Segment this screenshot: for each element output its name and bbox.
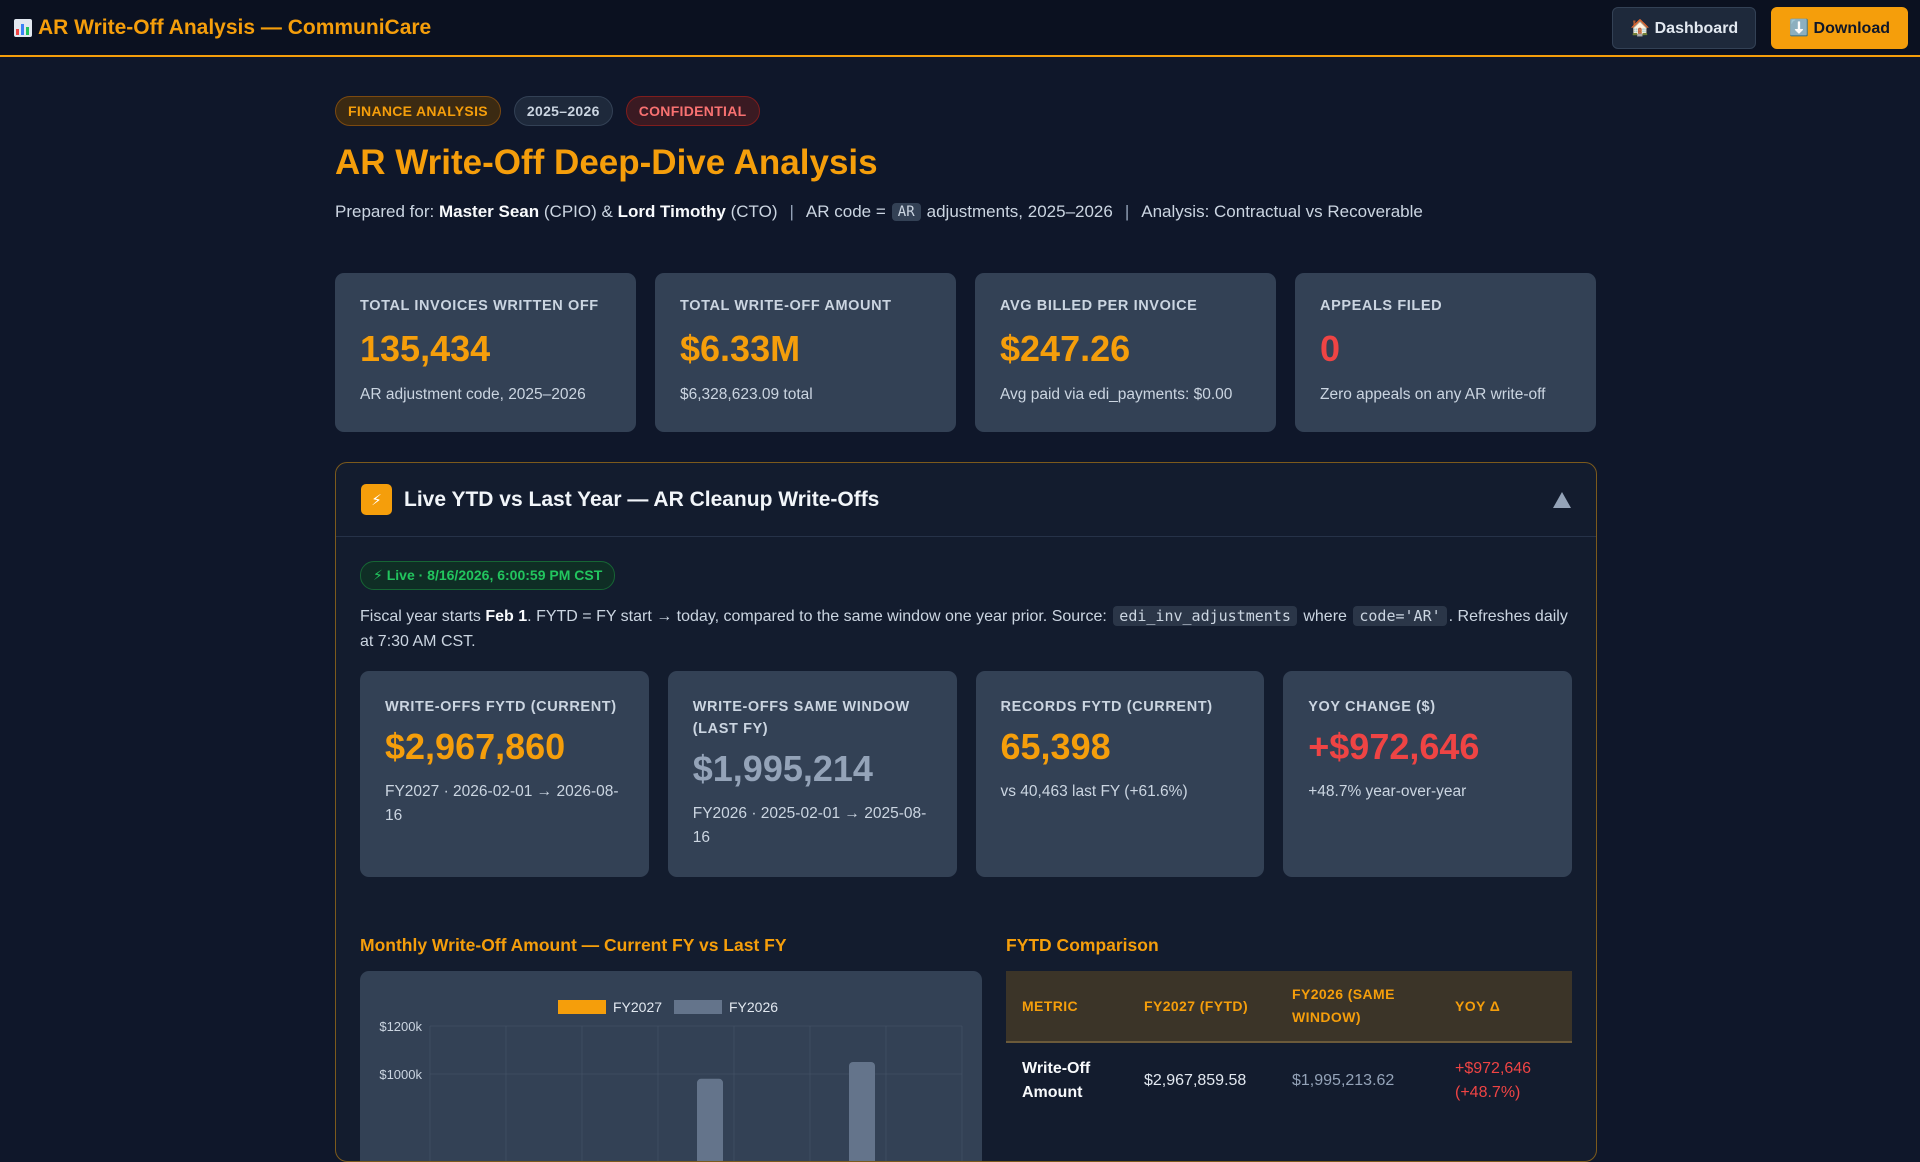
desc-text: Fiscal year starts xyxy=(360,608,481,625)
kpi-value: $2,967,860 xyxy=(385,726,566,767)
tag-confidential: CONFIDENTIAL xyxy=(625,96,760,126)
stat-card-appeals: APPEALS FILED 0 Zero appeals on any AR w… xyxy=(1295,273,1596,432)
panel-description: Fiscal year starts Feb 1. FYTD = FY star… xyxy=(360,604,1572,654)
chart-section-title: Monthly Write-Off Amount — Current FY vs… xyxy=(360,935,787,955)
monthly-chart-section: Monthly Write-Off Amount — Current FY vs… xyxy=(360,935,982,1161)
table-cell-delta: +$972,646 (+48.7%) xyxy=(1455,1060,1532,1101)
column-header: FY2026 (SAME WINDOW) xyxy=(1276,971,1439,1043)
ar-code-pill: AR xyxy=(891,203,921,221)
kpi-label: RECORDS FYTD (CURRENT) xyxy=(1000,699,1213,715)
desc-bold: Feb 1 xyxy=(485,608,528,625)
legend-label: FY2027 xyxy=(613,999,662,1015)
y-tick-label: $1200k xyxy=(379,1019,422,1034)
ar-code-suffix: adjustments, 2025–2026 xyxy=(926,202,1113,221)
kpi-label: WRITE-OFFS SAME WINDOW (LAST FY) xyxy=(692,699,910,737)
desc-text: where xyxy=(1303,608,1347,625)
kpi-card-last-fy: WRITE-OFFS SAME WINDOW (LAST FY) $1,995,… xyxy=(667,671,957,877)
recipient-1: Master Sean xyxy=(438,202,540,221)
prepared-prefix: Prepared for: xyxy=(335,202,435,221)
kpi-card-fytd-current: WRITE-OFFS FYTD (CURRENT) $2,967,860 FY2… xyxy=(360,671,649,877)
separator: | xyxy=(1124,202,1130,221)
column-header: METRIC xyxy=(1006,971,1128,1043)
stat-value: $6.33M xyxy=(680,328,801,369)
table-header-row: METRIC FY2027 (FYTD) FY2026 (SAME WINDOW… xyxy=(1006,971,1572,1043)
y-tick-label: $1000k xyxy=(379,1067,422,1082)
column-header: YOY Δ xyxy=(1439,971,1572,1043)
tag-year-range: 2025–2026 xyxy=(513,96,613,126)
top-bar: AR Write-Off Analysis — CommuniCare 🏠 Da… xyxy=(0,0,1920,57)
analysis-text: Analysis: Contractual vs Recoverable xyxy=(1141,202,1423,221)
stat-label: TOTAL WRITE-OFF AMOUNT xyxy=(680,298,892,314)
app-title: AR Write-Off Analysis — CommuniCare xyxy=(14,16,431,40)
stat-card-total-amount: TOTAL WRITE-OFF AMOUNT $6.33M $6,328,623… xyxy=(655,273,956,432)
stat-value: 135,434 xyxy=(360,328,491,369)
lightning-icon: ⚡ xyxy=(361,484,392,515)
app-title-text: AR Write-Off Analysis — CommuniCare xyxy=(38,15,432,39)
legend-label: FY2026 xyxy=(729,999,778,1015)
table-section-title: FYTD Comparison xyxy=(1006,935,1159,955)
live-ytd-panel: ⚡ Live YTD vs Last Year — AR Cleanup Wri… xyxy=(335,462,1597,1162)
stat-subtext: AR adjustment code, 2025–2026 xyxy=(360,386,586,403)
kpi-subtext: +48.7% year-over-year xyxy=(1308,783,1467,800)
kpi-subtext: vs 40,463 last FY (+61.6%) xyxy=(1000,783,1188,800)
tag-row: FINANCE ANALYSIS 2025–2026 CONFIDENTIAL xyxy=(335,96,1597,126)
kpi-label: YOY CHANGE ($) xyxy=(1308,699,1436,715)
live-status-badge: ⚡ Live · 8/16/2026, 6:00:59 PM CST xyxy=(360,561,616,590)
stat-subtext: Avg paid via edi_payments: $0.00 xyxy=(1000,386,1233,403)
legend-swatch-fy2026 xyxy=(674,1000,722,1014)
stat-subtext: Zero appeals on any AR write-off xyxy=(1320,386,1546,403)
stat-subtext: $6,328,623.09 total xyxy=(680,386,813,403)
stat-card-total-invoices: TOTAL INVOICES WRITTEN OFF 135,434 AR ad… xyxy=(335,273,636,432)
kpi-cards: WRITE-OFFS FYTD (CURRENT) $2,967,860 FY2… xyxy=(360,671,1572,877)
stat-label: TOTAL INVOICES WRITTEN OFF xyxy=(360,298,599,314)
panel-title: Live YTD vs Last Year — AR Cleanup Write… xyxy=(404,487,880,511)
table-cell-last: $1,995,213.62 xyxy=(1292,1072,1395,1089)
column-header: FY2027 (FYTD) xyxy=(1128,971,1276,1043)
table-cell-metric: Write-Off Amount xyxy=(1022,1060,1091,1101)
source-table-code: edi_inv_adjustments xyxy=(1113,606,1297,626)
collapse-toggle-icon[interactable] xyxy=(1553,491,1571,508)
stat-card-avg-billed: AVG BILLED PER INVOICE $247.26 Avg paid … xyxy=(975,273,1276,432)
recipient-2-role: (CTO) xyxy=(730,202,778,221)
chart-svg: FY2027 FY2026 $1200k $1000k xyxy=(379,999,963,1161)
separator: | xyxy=(789,202,794,221)
bar-fy2026 xyxy=(697,1078,723,1161)
bar-fy2026 xyxy=(849,1062,875,1161)
fytd-comparison-table: METRIC FY2027 (FYTD) FY2026 (SAME WINDOW… xyxy=(1006,971,1572,1119)
dashboard-button[interactable]: 🏠 Dashboard xyxy=(1612,6,1757,49)
kpi-card-yoy-change: YOY CHANGE ($) +$972,646 +48.7% year-ove… xyxy=(1283,671,1572,877)
stat-label: AVG BILLED PER INVOICE xyxy=(1000,298,1198,314)
bar-chart-icon xyxy=(14,18,32,37)
recipient-2: Lord Timothy xyxy=(617,202,726,221)
legend-swatch-fy2027 xyxy=(558,1000,606,1014)
stat-value: 0 xyxy=(1320,328,1341,369)
kpi-subtext: FY2027 · 2026-02-01 → 2026-08-16 xyxy=(385,783,619,824)
page-title: AR Write-Off Deep-Dive Analysis xyxy=(335,143,878,182)
recipient-1-role: (CPIO) & xyxy=(543,202,613,221)
table-row: Write-Off Amount $2,967,859.58 $1,995,21… xyxy=(1006,1042,1572,1119)
kpi-value: $1,995,214 xyxy=(692,748,873,789)
tag-finance-analysis: FINANCE ANALYSIS xyxy=(335,96,501,126)
fytd-comparison-section: FYTD Comparison METRIC FY2027 (FYTD) FY2… xyxy=(1006,935,1572,1161)
main-content: FINANCE ANALYSIS 2025–2026 CONFIDENTIAL … xyxy=(335,96,1597,1162)
filter-code: code='AR' xyxy=(1353,606,1447,626)
stat-value: $247.26 xyxy=(1000,328,1131,369)
monthly-writeoff-chart: FY2027 FY2026 $1200k $1000k xyxy=(360,971,982,1161)
download-button[interactable]: ⬇️ Download xyxy=(1771,6,1908,49)
kpi-value: +$972,646 xyxy=(1308,726,1480,767)
kpi-label: WRITE-OFFS FYTD (CURRENT) xyxy=(385,699,617,715)
kpi-value: 65,398 xyxy=(1000,726,1111,767)
stat-label: APPEALS FILED xyxy=(1320,298,1443,314)
desc-text: . FYTD = FY start → today, compared to t… xyxy=(527,608,1107,625)
prepared-for-line: Prepared for: Master Sean (CPIO) & Lord … xyxy=(335,202,1597,222)
kpi-card-records: RECORDS FYTD (CURRENT) 65,398 vs 40,463 … xyxy=(975,671,1265,877)
table-cell-current: $2,967,859.58 xyxy=(1144,1072,1247,1089)
kpi-subtext: FY2026 · 2025-02-01 → 2025-08-16 xyxy=(692,805,927,846)
panel-header[interactable]: ⚡ Live YTD vs Last Year — AR Cleanup Wri… xyxy=(336,463,1596,537)
desc-text: . Refreshes daily at 7:30 AM CST. xyxy=(360,608,1568,650)
summary-stats: TOTAL INVOICES WRITTEN OFF 135,434 AR ad… xyxy=(335,273,1597,432)
ar-code-prefix: AR code = xyxy=(805,202,886,221)
